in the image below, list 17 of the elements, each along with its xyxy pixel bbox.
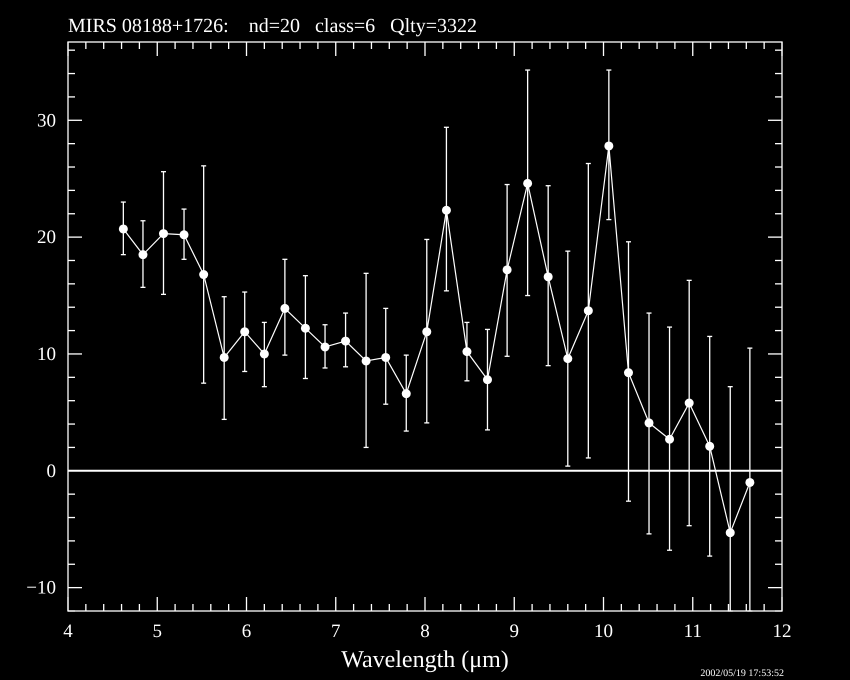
chart-title: MIRS 08188+1726: nd=20 class=6 Qlty=3322	[68, 15, 478, 37]
x-tick-label: 6	[242, 621, 252, 642]
y-tick-label: 10	[37, 344, 56, 365]
x-axis-title: Wavelength (μm)	[341, 647, 509, 673]
x-tick-label: 11	[684, 621, 702, 642]
x-tick-label: 5	[152, 621, 162, 642]
x-tick-label: 7	[331, 621, 340, 642]
y-tick-label: −10	[26, 578, 56, 599]
y-tick-label: 20	[37, 227, 56, 248]
text: 2002/05/19 17:53:52	[700, 668, 784, 679]
x-tick-label: 9	[510, 621, 519, 642]
x-tick-label: 4	[63, 621, 74, 642]
y-tick-label: 30	[37, 110, 56, 132]
y-tick-label: 0	[46, 460, 56, 482]
x-tick-label: 8	[420, 621, 430, 642]
x-tick-label: 10	[594, 621, 613, 642]
x-tick-label: 12	[772, 621, 792, 642]
